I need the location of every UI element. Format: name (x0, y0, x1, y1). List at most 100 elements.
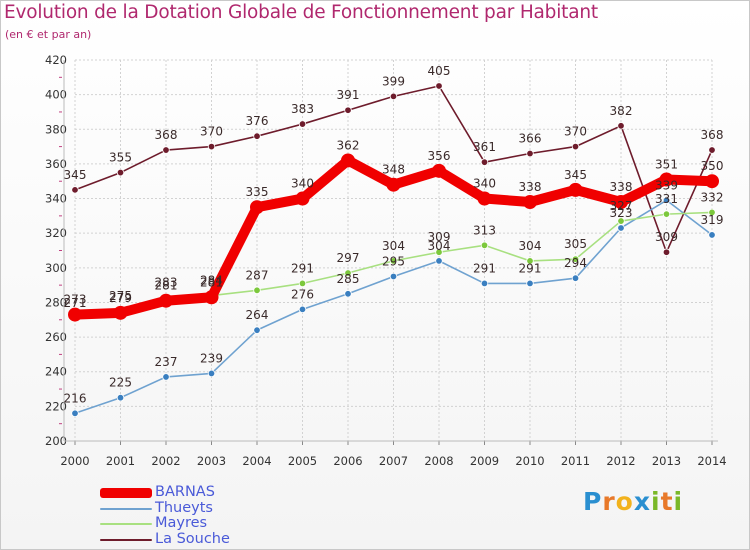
logo-letter: o (615, 487, 634, 516)
data-label-thueyts: 339 (655, 178, 678, 192)
data-label-la-souche: 345 (64, 168, 87, 182)
data-label-la-souche: 383 (291, 102, 314, 116)
y-tick-label: 400 (45, 88, 67, 102)
data-point-la-souche (389, 92, 398, 101)
data-label-thueyts: 225 (109, 376, 132, 390)
data-point-thueyts (71, 409, 79, 417)
data-point-thueyts (207, 369, 216, 378)
y-tick-label: 300 (45, 261, 67, 275)
data-label-mayres: 287 (246, 268, 269, 282)
chart-subtitle: (en € et par an) (5, 28, 92, 41)
data-label-thueyts: 295 (382, 254, 405, 268)
data-label-la-souche: 376 (246, 114, 269, 128)
data-label-mayres: 331 (655, 192, 678, 206)
data-point-barnas (614, 195, 628, 210)
data-point-mayres (526, 257, 534, 265)
logo-letter: P (583, 487, 603, 516)
data-label-barnas: 281 (155, 279, 178, 293)
data-point-barnas (250, 200, 264, 215)
data-label-mayres: 309 (428, 230, 451, 244)
data-label-barnas: 338 (519, 180, 542, 194)
data-label-mayres: 332 (701, 190, 724, 204)
data-point-thueyts (344, 290, 352, 298)
proxiti-logo: Proxiti (583, 487, 683, 516)
data-label-mayres: 291 (291, 261, 314, 275)
data-label-la-souche: 382 (610, 104, 633, 118)
data-label-la-souche: 370 (200, 125, 223, 139)
data-point-thueyts (389, 272, 398, 281)
data-label-la-souche: 391 (337, 88, 360, 102)
y-tick-label: 360 (45, 157, 67, 171)
x-tick-label: 2013 (652, 454, 681, 468)
y-tick-label: 340 (45, 192, 67, 206)
data-label-thueyts: 291 (519, 261, 542, 275)
data-label-barnas: 279 (109, 291, 132, 305)
x-tick-label: 2009 (470, 454, 499, 468)
data-label-mayres: 305 (564, 237, 587, 251)
data-point-la-souche (480, 158, 489, 166)
logo-letter: t (660, 487, 674, 516)
data-label-mayres: 327 (610, 199, 633, 213)
data-point-thueyts (253, 326, 261, 334)
data-label-la-souche: 361 (473, 140, 496, 154)
logo-letter: x (633, 487, 651, 516)
data-point-barnas (568, 182, 583, 197)
data-point-la-souche (526, 149, 534, 158)
data-point-barnas (204, 290, 219, 305)
logo-letter: i (673, 487, 684, 516)
data-label-barnas: 362 (337, 138, 360, 152)
data-label-barnas: 351 (655, 157, 678, 171)
x-tick-label: 2004 (242, 454, 271, 468)
axes: 200 220 240 260 280 300 320 340 360 380 400 420 2000… (45, 53, 727, 468)
data-label-barnas: 281 (200, 275, 223, 289)
data-point-thueyts (116, 394, 125, 402)
data-label-mayres: 284 (200, 274, 223, 288)
data-point-la-souche (435, 82, 443, 90)
data-label-thueyts: 264 (246, 308, 269, 322)
data-point-thueyts (298, 305, 307, 314)
legend-label: BARNAS (155, 484, 215, 500)
data-point-la-souche (116, 168, 125, 177)
data-point-thueyts (526, 279, 534, 288)
data-point-barnas (432, 163, 446, 178)
data-label-thueyts: 323 (610, 206, 633, 220)
data-point-la-souche (617, 122, 625, 130)
data-point-mayres (435, 248, 443, 256)
y-tick-label: 320 (45, 226, 67, 240)
chart-title: Evolution de la Dotation Globale de Fonc… (4, 2, 598, 23)
x-tick-label: 2006 (333, 454, 362, 468)
data-point-mayres (571, 255, 580, 263)
data-point-barnas (386, 177, 401, 192)
data-point-thueyts (571, 274, 580, 282)
line-chart: 200 220 240 260 280 300 320 340 360 380 400 420 2000… (45, 53, 727, 468)
data-point-la-souche (708, 146, 716, 154)
x-tick-label: 2003 (197, 454, 226, 468)
legend-swatch-barnas (100, 488, 152, 498)
x-tick-label: 2005 (288, 454, 317, 468)
data-point-la-souche (571, 142, 580, 151)
data-point-mayres (389, 257, 398, 265)
data-label-mayres: 313 (473, 223, 496, 237)
x-tick-label: 2010 (515, 454, 544, 468)
legend-label: La Souche (155, 530, 230, 547)
data-label-la-souche: 355 (109, 151, 132, 165)
data-label-mayres: 304 (519, 239, 542, 253)
data-point-barnas (113, 305, 128, 320)
data-point-thueyts (480, 279, 489, 288)
data-label-thueyts: 291 (473, 261, 496, 275)
legend-swatch-mayres (100, 523, 152, 525)
data-point-barnas (341, 153, 355, 168)
y-tick-label: 220 (45, 399, 67, 413)
data-label-barnas: 340 (291, 177, 314, 191)
y-tick-label: 260 (45, 330, 67, 344)
x-tick-label: 2008 (424, 454, 453, 468)
data-point-thueyts (617, 224, 625, 232)
x-tick-label: 2001 (106, 454, 135, 468)
data-label-mayres: 283 (155, 275, 178, 289)
y-tick-label: 240 (45, 365, 67, 379)
legend-label: Mayres (155, 515, 208, 531)
data-point-barnas (68, 307, 82, 322)
data-point-mayres (662, 210, 671, 218)
data-label-la-souche: 366 (519, 132, 542, 146)
